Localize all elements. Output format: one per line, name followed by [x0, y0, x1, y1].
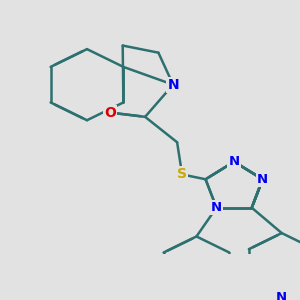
Text: N: N — [211, 201, 222, 214]
Text: O: O — [104, 106, 116, 120]
Text: N: N — [257, 173, 268, 186]
Text: N: N — [229, 155, 240, 168]
Text: N: N — [167, 78, 179, 92]
Text: N: N — [276, 291, 287, 300]
Text: S: S — [177, 167, 187, 182]
